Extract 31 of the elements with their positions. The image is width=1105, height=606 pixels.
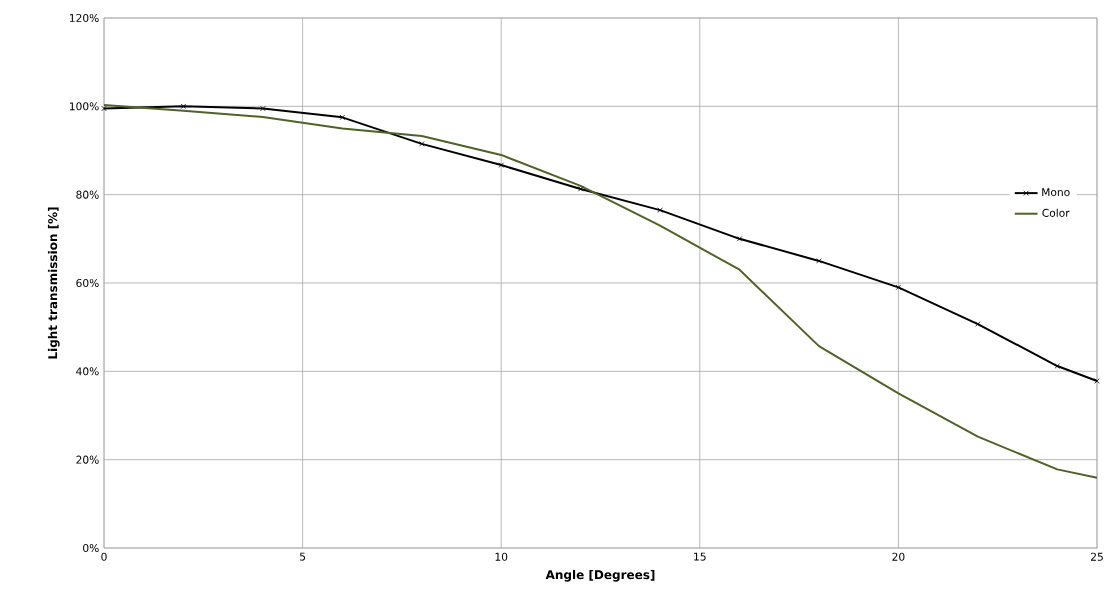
x-tick-label: 20	[892, 552, 905, 561]
point	[577, 186, 584, 192]
point	[180, 103, 187, 110]
point	[101, 105, 107, 112]
x-axis-title: Angle [Degrees]	[545, 569, 655, 582]
y-tick-label: 80%	[76, 190, 99, 199]
point	[339, 114, 346, 121]
line-series	[104, 104, 1098, 479]
point	[816, 258, 822, 264]
point	[657, 207, 663, 213]
y-tick-label: 60%	[76, 278, 99, 288]
point	[419, 141, 425, 147]
y-tick-label: 20%	[76, 455, 99, 464]
point	[975, 321, 981, 327]
x-tick-label: 10	[495, 552, 508, 561]
x-tick-label: 0	[101, 552, 107, 561]
legend-label: Color	[1042, 208, 1070, 217]
point	[736, 236, 743, 242]
y-tick-label: 120%	[69, 13, 99, 23]
legend-label: Mono	[1042, 188, 1070, 197]
y-tick-label: 100%	[69, 102, 99, 111]
y-tick-label: 0%	[83, 543, 99, 553]
point	[895, 284, 902, 291]
point	[260, 105, 266, 112]
point	[1054, 363, 1061, 369]
y-tick-label: 40%	[76, 367, 99, 376]
point	[498, 162, 504, 168]
x-tick-label: 5	[300, 552, 306, 561]
y-axis-title: Light transmission [%]	[47, 207, 60, 359]
x-tick-label: 15	[694, 552, 706, 561]
x-tick-label: 25	[1091, 552, 1103, 561]
